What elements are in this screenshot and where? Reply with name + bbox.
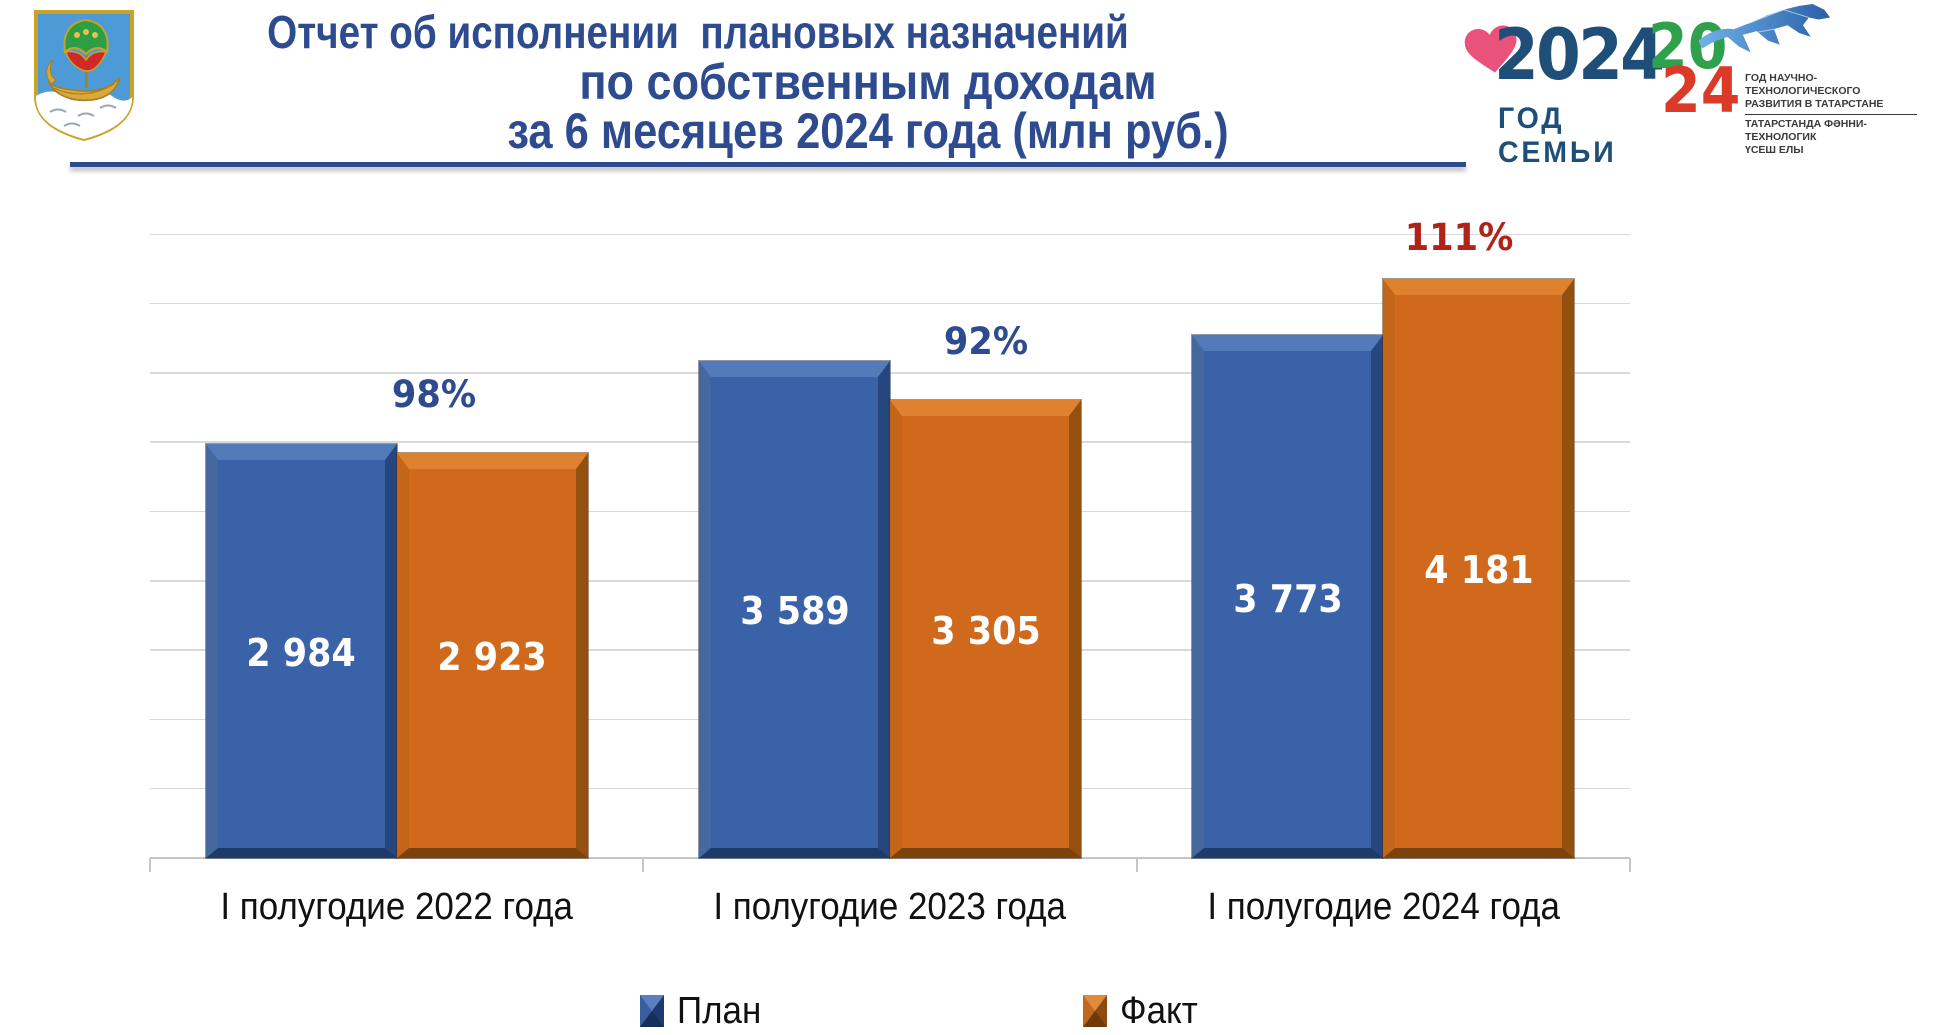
x-axis-tick-3: [1629, 858, 1631, 872]
bar-plan-1: [699, 360, 890, 858]
gridline-3500: [150, 372, 1630, 374]
percent-label-0: 98%: [392, 372, 477, 416]
bar-plan-2: [1192, 335, 1384, 858]
gridline-4500: [150, 233, 1630, 236]
tatarstan-text-ru-2: РАЗВИТИЯ В ТАТАРСТАНЕ: [1745, 98, 1884, 110]
gridline-4000: [150, 302, 1630, 305]
bar-value-label: 2 923: [437, 635, 547, 680]
legend-label-plan: План: [677, 990, 762, 1032]
tatarstan-logo-24: 24: [1661, 54, 1741, 127]
bar-fact-2: [1383, 278, 1575, 858]
tatarstan-logo-text: ГОД НАУЧНО-ТЕХНОЛОГИЧЕСКОГО РАЗВИТИЯ В Т…: [1745, 72, 1930, 157]
bar-value-label: 3 773: [1233, 576, 1343, 621]
tatarstan-text-tt-2: ҮСЕШ ЕЛЫ: [1745, 144, 1804, 156]
bar-fact-0: [396, 452, 588, 858]
x-axis-tick-2: [1135, 858, 1138, 872]
family-logo-label: ГОД СЕМЬИ: [1498, 102, 1617, 169]
percent-label-2: 111%: [1404, 215, 1514, 259]
bar-fact-1: [890, 399, 1081, 858]
tatarstan-text-divider: [1745, 114, 1917, 115]
category-label-0: I полугодие 2022 года: [220, 886, 573, 928]
tatarstan-text-ru-1: ГОД НАУЧНО-ТЕХНОЛОГИЧЕСКОГО: [1745, 72, 1861, 97]
snow-leopard-icon: [1698, 3, 1831, 53]
bar-value-label: 4 181: [1424, 548, 1534, 593]
bar-value-label: 2 984: [246, 631, 356, 676]
slide-title-line-1: Отчет об исполнении плановых назначений: [267, 6, 1129, 58]
category-label-1: I полугодие 2023 года: [713, 886, 1067, 928]
bar-plan-0: [205, 444, 397, 858]
percent-label-1: 92%: [943, 319, 1028, 363]
category-label-2: I полугодие 2024 года: [1206, 886, 1560, 928]
tatarstan-science-year-logo: 20 24 ГОД НАУЧНО-ТЕХНОЛОГИЧЕСКОГО РАЗВИТ…: [1645, 0, 1930, 156]
tatarstan-logo-20: 20: [1648, 10, 1728, 83]
legend-label-fact: Факт: [1120, 990, 1198, 1032]
year-of-family-logo: 2024 ГОД СЕМЬИ: [1464, 14, 1681, 169]
slide-title-line-3: за 6 месяцев 2024 года (млн руб.): [507, 103, 1229, 159]
legend-marker-fact: [1083, 995, 1107, 1027]
legend-marker-plan: [640, 995, 664, 1027]
bar-value-label: 3 305: [930, 608, 1041, 653]
title-underline: [70, 162, 1466, 167]
heart-icon: [1464, 25, 1517, 73]
family-logo-year: 2024: [1494, 14, 1665, 96]
coat-of-arms-icon: [34, 10, 134, 142]
bar-value-label: 3 589: [739, 589, 850, 634]
tatarstan-text-tt-1: ТАТАРСТАНДА ФӘННИ-ТЕХНОЛОГИК: [1745, 118, 1867, 143]
x-axis-tick-0: [149, 858, 151, 872]
slide-title-line-2: по собственным доходам: [579, 54, 1157, 110]
x-axis-line: [150, 857, 1630, 859]
x-axis-tick-1: [642, 858, 645, 872]
